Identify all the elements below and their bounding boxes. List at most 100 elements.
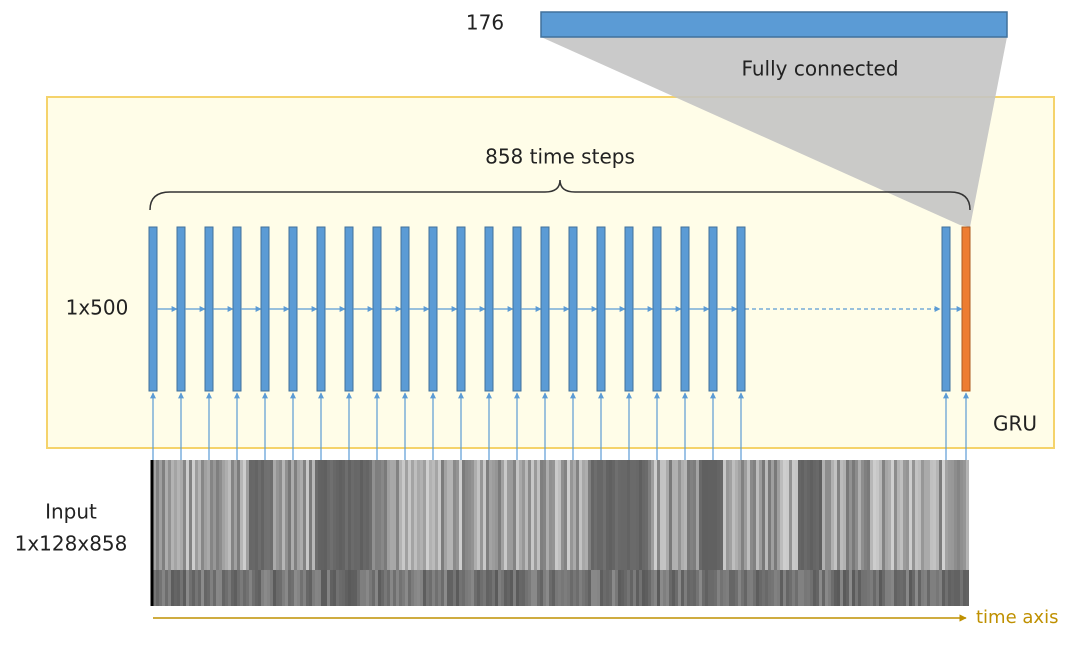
gru-cell <box>232 226 242 392</box>
spec-low <box>303 570 306 606</box>
spec-low <box>399 570 402 606</box>
spec-column <box>174 460 177 570</box>
spec-column <box>255 460 258 570</box>
spec-low <box>345 570 348 606</box>
input-title: Input <box>45 500 97 524</box>
spec-low <box>714 570 717 606</box>
spec-low <box>561 570 564 606</box>
spec-low <box>582 570 585 606</box>
spec-low <box>750 570 753 606</box>
spec-column <box>318 460 321 570</box>
spec-column <box>309 460 312 570</box>
spec-column <box>549 460 552 570</box>
spec-column <box>672 460 675 570</box>
spec-low <box>246 570 249 606</box>
spec-low <box>315 570 318 606</box>
spec-low <box>741 570 744 606</box>
spec-low <box>693 570 696 606</box>
spec-column <box>297 460 300 570</box>
spec-low <box>411 570 414 606</box>
spec-column <box>699 460 702 570</box>
spec-low <box>417 570 420 606</box>
spec-low <box>924 570 927 606</box>
spec-low <box>468 570 471 606</box>
spec-low <box>546 570 549 606</box>
spec-column <box>651 460 654 570</box>
spec-low <box>870 570 873 606</box>
spec-column <box>909 460 912 570</box>
spec-low <box>786 570 789 606</box>
spec-column <box>729 460 732 570</box>
gru-cell <box>176 226 186 392</box>
spec-low <box>678 570 681 606</box>
spec-column <box>804 460 807 570</box>
spec-column <box>582 460 585 570</box>
spec-low <box>831 570 834 606</box>
spec-low <box>777 570 780 606</box>
spec-low <box>939 570 942 606</box>
spec-column <box>321 460 324 570</box>
spec-low <box>528 570 531 606</box>
brace <box>149 179 971 211</box>
spec-low <box>504 570 507 606</box>
spec-column <box>336 460 339 570</box>
spec-column <box>861 460 864 570</box>
spec-column <box>198 460 201 570</box>
spec-column <box>543 460 546 570</box>
spec-low <box>795 570 798 606</box>
spec-low <box>570 570 573 606</box>
spec-column <box>516 460 519 570</box>
spec-column <box>522 460 525 570</box>
time-axis-label: time axis <box>976 607 1058 628</box>
spec-column <box>828 460 831 570</box>
spec-low <box>744 570 747 606</box>
spec-low <box>636 570 639 606</box>
spec-low <box>243 570 246 606</box>
spec-low <box>579 570 582 606</box>
spec-low <box>261 570 264 606</box>
spec-column <box>936 460 939 570</box>
spec-low <box>234 570 237 606</box>
spec-low <box>549 570 552 606</box>
spec-column <box>693 460 696 570</box>
spec-column <box>783 460 786 570</box>
spec-column <box>474 460 477 570</box>
spec-low <box>900 570 903 606</box>
spec-low <box>576 570 579 606</box>
spec-column <box>462 460 465 570</box>
spec-column <box>429 460 432 570</box>
spec-low <box>282 570 285 606</box>
spec-low <box>642 570 645 606</box>
spec-low <box>195 570 198 606</box>
spec-column <box>825 460 828 570</box>
spec-column <box>741 460 744 570</box>
spec-low <box>894 570 897 606</box>
spec-column <box>414 460 417 570</box>
spec-column <box>168 460 171 570</box>
spec-low <box>219 570 222 606</box>
spec-low <box>330 570 333 606</box>
spec-low <box>309 570 312 606</box>
spec-low <box>891 570 894 606</box>
spec-low <box>249 570 252 606</box>
gru-cell <box>708 226 718 392</box>
spec-column <box>288 460 291 570</box>
spec-column <box>387 460 390 570</box>
spec-column <box>363 460 366 570</box>
spec-low <box>639 570 642 606</box>
spec-low <box>597 570 600 606</box>
spec-low <box>753 570 756 606</box>
output-layer <box>540 11 1008 38</box>
spec-column <box>519 460 522 570</box>
spec-low <box>513 570 516 606</box>
spec-column <box>432 460 435 570</box>
gru-cell <box>736 226 746 392</box>
spec-column <box>720 460 723 570</box>
spec-low <box>408 570 411 606</box>
spec-column <box>609 460 612 570</box>
spec-low <box>897 570 900 606</box>
spec-column <box>435 460 438 570</box>
spec-low <box>723 570 726 606</box>
spec-column <box>378 460 381 570</box>
spec-column <box>849 460 852 570</box>
